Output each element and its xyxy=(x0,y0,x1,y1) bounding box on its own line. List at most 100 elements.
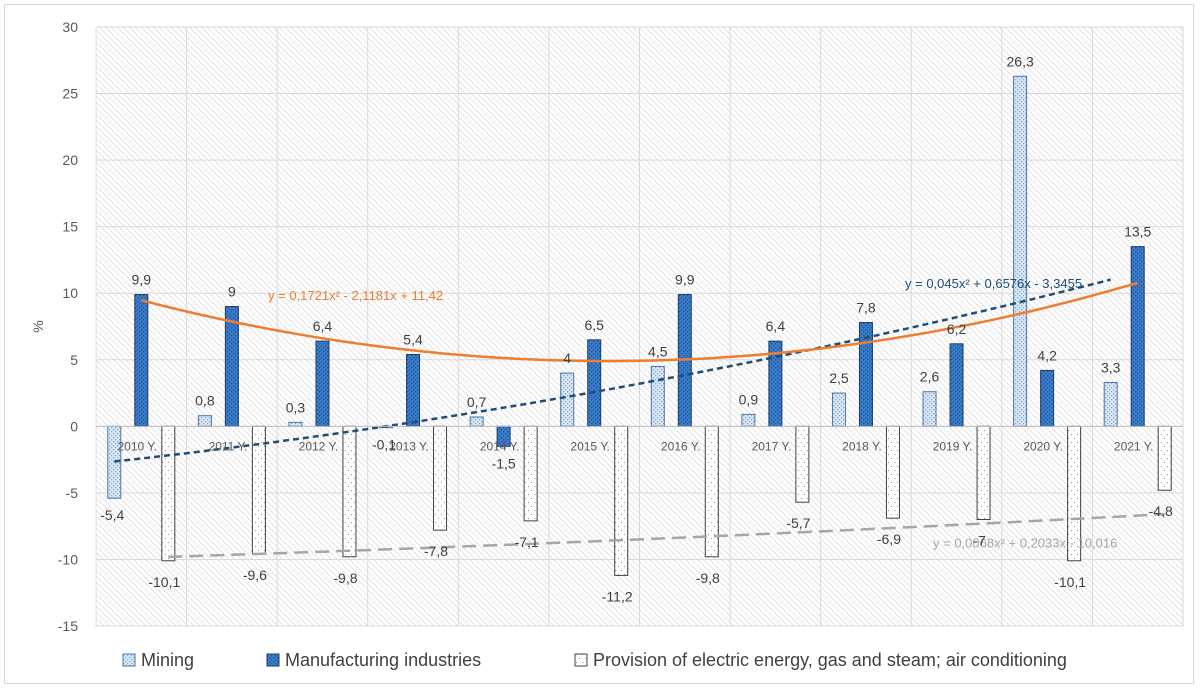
bar-electricity xyxy=(614,425,629,576)
data-label: 6,2 xyxy=(947,321,967,337)
bar-mining xyxy=(197,415,212,427)
data-label: 26,3 xyxy=(1007,53,1034,69)
x-tick-label: 2021 Y. xyxy=(1114,439,1154,453)
x-tick-label: 2012 Y. xyxy=(299,439,339,453)
legend-label: Manufacturing industries xyxy=(285,650,481,670)
bar-electricity xyxy=(795,425,810,503)
bar-electricity xyxy=(976,425,991,521)
y-tick-label: 15 xyxy=(62,219,78,235)
x-tick-label: 2013 Y. xyxy=(389,439,429,453)
trendline-manufacturing xyxy=(140,281,1139,363)
data-label: -11,2 xyxy=(602,588,633,604)
data-label: -6,9 xyxy=(877,531,901,547)
bar-manufacturing xyxy=(406,353,421,427)
bar-mining xyxy=(831,392,846,427)
bar-mining xyxy=(1103,381,1118,427)
y-tick-label: -5 xyxy=(66,485,79,501)
trendline-equation: y = 0,045x² + 0,6576x - 3,3455 xyxy=(905,276,1082,291)
trendline-electricity xyxy=(168,512,1165,559)
bar-manufacturing xyxy=(315,340,330,427)
bar-electricity xyxy=(885,425,900,519)
data-label: -4,8 xyxy=(1149,503,1173,519)
bar-manufacturing xyxy=(1040,369,1055,427)
data-label: -10,1 xyxy=(148,574,180,590)
data-label: 7,8 xyxy=(856,300,876,316)
chart-svg: 2010 Y. 2011 Y. 2012 Y. 2013 Y. 2014 Y. 2015 … xyxy=(30,19,1184,670)
data-label: -5,7 xyxy=(786,515,810,531)
x-tick-label: 2010 Y. xyxy=(117,439,157,453)
y-tick-label: -10 xyxy=(58,551,78,567)
bar-mining xyxy=(922,391,937,427)
legend-swatch xyxy=(574,653,588,667)
x-tick-label: 2014 Y. xyxy=(480,439,520,453)
bars-layer xyxy=(107,75,1172,576)
data-label: -9,8 xyxy=(333,570,357,586)
data-label: 0,3 xyxy=(286,399,306,415)
chart-frame: 2010 Y. 2011 Y. 2012 Y. 2013 Y. 2014 Y. 2015 … xyxy=(4,4,1194,684)
y-tick-label: -15 xyxy=(58,618,78,634)
y-tick-label: 30 xyxy=(62,19,78,35)
x-tick-label: 2011 Y. xyxy=(209,439,248,453)
legend-swatch xyxy=(266,653,280,667)
data-label: 9,9 xyxy=(675,272,695,288)
legend-label: Mining xyxy=(141,650,194,670)
bar-mining xyxy=(560,372,575,427)
data-label: -0,1 xyxy=(372,437,396,453)
bar-mining xyxy=(741,413,756,427)
data-label: -1,5 xyxy=(492,455,516,471)
data-label: 9 xyxy=(228,284,236,300)
data-label: -7,8 xyxy=(424,543,448,559)
bar-electricity xyxy=(342,425,357,558)
data-label: 5,4 xyxy=(403,331,423,347)
bar-mining xyxy=(469,416,484,427)
data-label: 3,3 xyxy=(1101,359,1121,375)
x-tick-label: 2019 Y. xyxy=(933,439,973,453)
data-label: 6,4 xyxy=(766,318,786,334)
bar-electricity xyxy=(523,425,538,522)
data-label: 0,9 xyxy=(739,391,759,407)
data-label: 0,7 xyxy=(467,394,487,410)
x-tick-label: 2020 Y. xyxy=(1023,439,1063,453)
bar-manufacturing xyxy=(949,343,964,427)
trendline-equation: y = 0,0068x² + 0,2033x - 10,016 xyxy=(933,535,1117,550)
data-label: 13,5 xyxy=(1124,224,1151,240)
x-tick-label: 2018 Y. xyxy=(842,439,882,453)
bar-mining xyxy=(107,425,122,499)
axis-layer: 30 25 20 15 10 5 0 -5 -10 -15% xyxy=(30,19,1183,634)
bar-electricity xyxy=(1157,425,1172,491)
legend-swatch xyxy=(122,653,136,667)
y-tick-label: 10 xyxy=(62,285,78,301)
data-label: -7 xyxy=(973,533,986,549)
data-label: 6,4 xyxy=(313,318,333,334)
y-axis-title: % xyxy=(30,320,46,332)
bar-mining xyxy=(650,365,665,427)
data-label: -5,4 xyxy=(100,507,124,523)
bar-manufacturing xyxy=(587,339,602,427)
x-tick-label: 2016 Y. xyxy=(661,439,701,453)
data-label: 4,5 xyxy=(648,343,668,359)
legend: Mining Manufacturing industries Provision … xyxy=(122,650,1067,670)
data-label: 6,5 xyxy=(584,317,604,333)
y-tick-label: 0 xyxy=(70,418,78,434)
bar-mining xyxy=(288,421,303,427)
x-tick-label: 2017 Y. xyxy=(752,439,792,453)
legend-label: Provision of electric energy, gas and st… xyxy=(593,650,1067,670)
y-tick-label: 25 xyxy=(62,86,78,102)
data-label: 4,2 xyxy=(1037,347,1057,363)
data-label: 9,9 xyxy=(132,272,152,288)
y-tick-label: 20 xyxy=(62,152,78,168)
bar-electricity xyxy=(161,425,176,562)
bar-manufacturing xyxy=(1130,246,1145,427)
x-tick-label: 2015 Y. xyxy=(570,439,610,453)
data-label: -10,1 xyxy=(1054,574,1086,590)
bar-mining xyxy=(1013,75,1028,427)
data-label: -9,6 xyxy=(243,567,267,583)
trend-layer xyxy=(114,278,1165,559)
trendline-equation: y = 0,1721x² - 2,1181x + 11,42 xyxy=(268,288,443,303)
data-label: 4 xyxy=(563,350,571,366)
bar-manufacturing xyxy=(134,294,149,427)
data-label: -9,8 xyxy=(696,570,720,586)
data-label: 2,6 xyxy=(920,369,940,385)
bar-electricity xyxy=(433,425,448,531)
data-label: 0,8 xyxy=(195,393,215,409)
